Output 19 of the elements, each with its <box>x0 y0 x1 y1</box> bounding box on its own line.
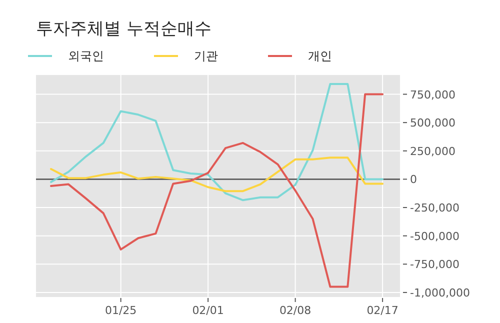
x-tick-label: 02/17 <box>366 304 398 317</box>
legend-label: 개인 <box>308 49 332 63</box>
legend-label: 외국인 <box>68 49 104 63</box>
y-tick-label: 0 <box>410 173 417 186</box>
x-tick-label: 02/01 <box>192 304 224 317</box>
y-tick-label: -750,000 <box>410 258 460 272</box>
legend-label: 기관 <box>194 49 218 63</box>
line-series <box>50 93 384 288</box>
y-tick-label: -500,000 <box>410 230 460 243</box>
line-series <box>50 156 384 192</box>
chart-title: 투자주체별 누적순매수 <box>36 19 212 39</box>
x-tick-label: 01/25 <box>104 304 137 317</box>
y-tick-label: -250,000 <box>410 202 460 215</box>
x-tick-label: 02/08 <box>279 304 312 317</box>
line-series <box>50 83 384 202</box>
y-tick-label: 250,000 <box>410 144 456 158</box>
y-tick-label: 500,000 <box>410 116 456 130</box>
y-tick-label: -1,000,000 <box>410 286 470 300</box>
y-tick-label: 750,000 <box>410 88 456 102</box>
